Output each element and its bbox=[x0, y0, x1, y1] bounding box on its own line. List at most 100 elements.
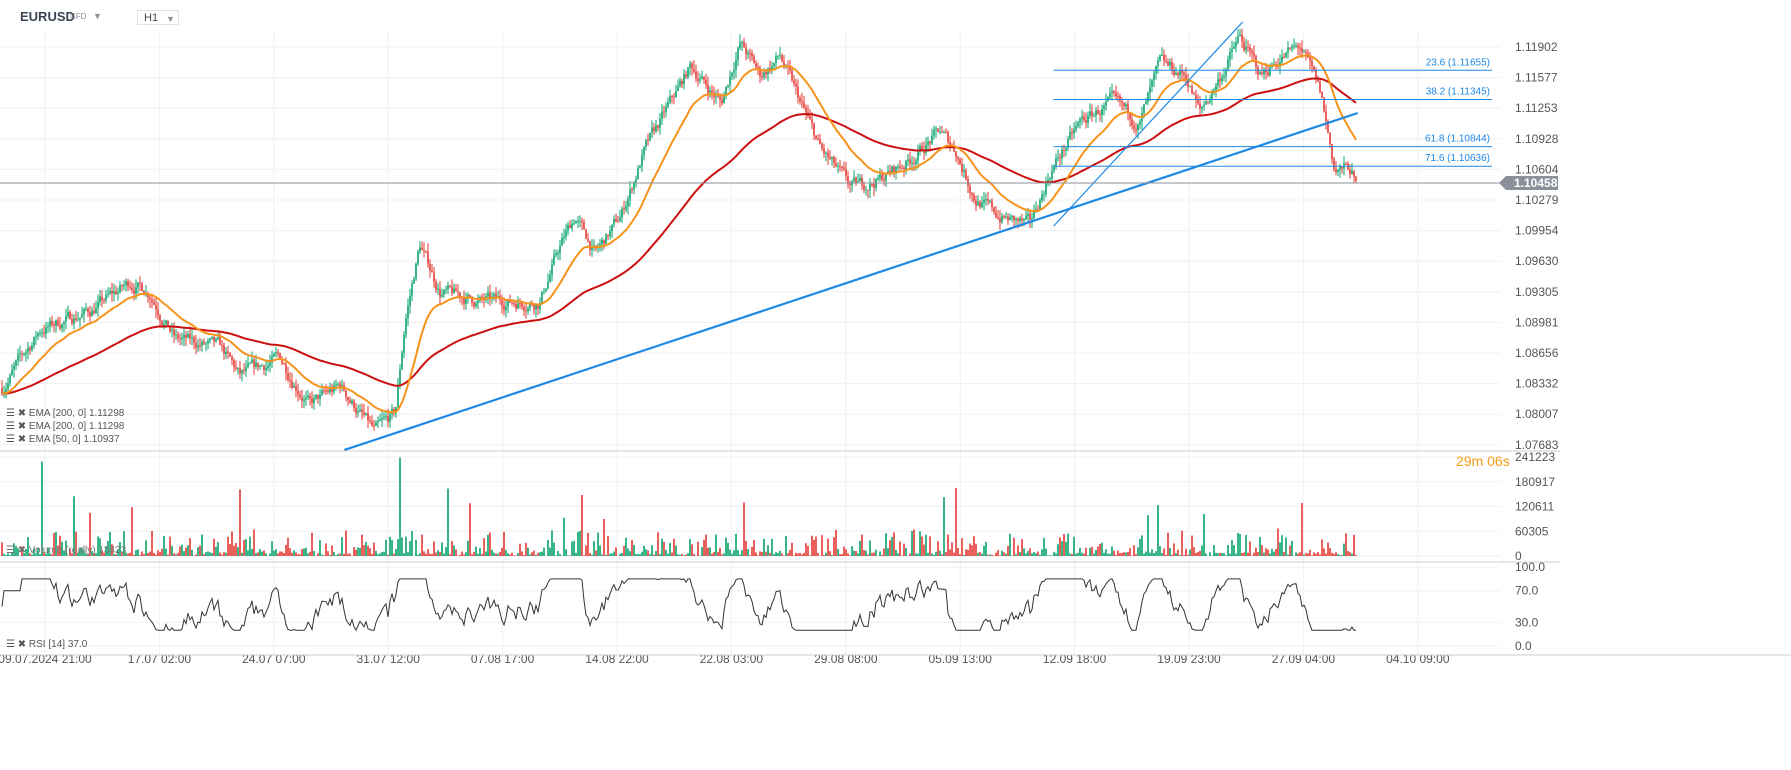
time-tick-label: 31.07 12:00 bbox=[356, 652, 420, 666]
candle-body bbox=[963, 170, 965, 172]
legend-volume[interactable]: ☰ ✖ Volume (really) 13423 bbox=[6, 545, 127, 556]
candle-body bbox=[35, 336, 37, 338]
volume-bar bbox=[703, 539, 705, 556]
volume-bar bbox=[805, 543, 807, 556]
candle-body bbox=[881, 174, 883, 180]
caret-down-icon[interactable]: ▼ bbox=[93, 11, 102, 21]
volume-bar bbox=[475, 546, 477, 556]
volume-bar bbox=[345, 530, 347, 556]
candle-body bbox=[53, 324, 55, 326]
candle-body bbox=[265, 367, 267, 370]
candle-body bbox=[603, 239, 605, 244]
time-tick-label: 24.07 07:00 bbox=[242, 652, 306, 666]
volume-bar bbox=[1195, 552, 1197, 556]
candle-body bbox=[279, 353, 281, 359]
candle-body bbox=[363, 411, 365, 415]
candle-body bbox=[565, 230, 567, 237]
candle-body bbox=[1215, 85, 1217, 91]
candle-body bbox=[131, 287, 133, 290]
timeframe-select[interactable]: H1 ▼ bbox=[137, 10, 179, 25]
candle-body bbox=[231, 356, 233, 360]
volume-bar bbox=[725, 537, 727, 556]
candle-body bbox=[1025, 215, 1027, 219]
candle-body bbox=[817, 138, 819, 140]
legend-rsi[interactable]: ☰ ✖ RSI [14] 37.0 bbox=[6, 639, 88, 650]
volume-bar bbox=[133, 554, 135, 556]
candle-body bbox=[1069, 132, 1071, 139]
volume-bar bbox=[31, 554, 33, 556]
volume-bar bbox=[671, 552, 673, 556]
candle-body bbox=[427, 251, 429, 264]
candle-body bbox=[165, 320, 167, 325]
candle-body bbox=[821, 144, 823, 149]
candle-body bbox=[5, 388, 7, 393]
candle-body bbox=[1233, 46, 1235, 49]
volume-bar bbox=[1231, 540, 1233, 556]
candle-body bbox=[1269, 67, 1271, 76]
candle-body bbox=[783, 61, 785, 67]
volume-bar bbox=[479, 547, 481, 556]
volume-bar bbox=[935, 551, 937, 556]
volume-bar bbox=[333, 551, 335, 556]
volume-bar bbox=[11, 552, 13, 556]
candle-body bbox=[1095, 110, 1097, 116]
candle-body bbox=[163, 324, 165, 326]
candle-body bbox=[221, 344, 223, 346]
volume-bar bbox=[761, 552, 763, 556]
volume-bar bbox=[779, 550, 781, 556]
volume-bar bbox=[45, 553, 47, 556]
price-tick-label: 1.09630 bbox=[1515, 254, 1559, 268]
legend-ema-50[interactable]: ☰ ✖ EMA [50, 0] 1.10937 bbox=[6, 434, 120, 445]
volume-bar bbox=[791, 542, 793, 556]
candle-body bbox=[501, 299, 503, 306]
volume-bar bbox=[255, 553, 257, 556]
candle-body bbox=[345, 390, 347, 398]
candle-body bbox=[719, 96, 721, 100]
candle-body bbox=[473, 302, 475, 307]
volume-bar bbox=[921, 536, 923, 556]
candle-body bbox=[697, 78, 699, 81]
candle-body bbox=[149, 297, 151, 300]
volume-bar bbox=[511, 552, 513, 556]
candle-body bbox=[845, 168, 847, 177]
volume-bar bbox=[1197, 552, 1199, 556]
volume-bar bbox=[1323, 548, 1325, 556]
volume-bar bbox=[933, 554, 935, 556]
candle-body bbox=[805, 107, 807, 113]
legend-ema-200-b[interactable]: ☰ ✖ EMA [200, 0] 1.11298 bbox=[6, 421, 125, 432]
candle-body bbox=[721, 99, 723, 104]
volume-bar bbox=[407, 552, 409, 556]
volume-bar bbox=[595, 550, 597, 556]
volume-bar bbox=[827, 538, 829, 556]
candle-body bbox=[875, 179, 877, 188]
candle-body bbox=[1189, 86, 1191, 88]
candle-body bbox=[905, 160, 907, 170]
candle-body bbox=[31, 345, 33, 351]
candle-body bbox=[475, 303, 477, 307]
volume-bar bbox=[743, 502, 745, 556]
candle-body bbox=[1093, 115, 1095, 117]
volume-bar bbox=[689, 539, 691, 556]
candle-body bbox=[1311, 60, 1313, 67]
volume-bar bbox=[1193, 547, 1195, 556]
symbol-name[interactable]: EURUSD bbox=[20, 9, 75, 24]
volume-bar bbox=[253, 529, 255, 556]
volume-bar bbox=[229, 544, 231, 556]
candle-body bbox=[339, 383, 341, 388]
volume-bar bbox=[455, 549, 457, 556]
candle-body bbox=[715, 96, 717, 98]
candle-body bbox=[141, 283, 143, 291]
time-tick-label: 05.09 13:00 bbox=[928, 652, 992, 666]
volume-bar bbox=[1233, 545, 1235, 556]
candle-body bbox=[755, 63, 757, 68]
candle-body bbox=[961, 164, 963, 172]
candle-body bbox=[835, 163, 837, 167]
volume-bar bbox=[995, 552, 997, 556]
time-tick-label: 12.09 18:00 bbox=[1043, 652, 1107, 666]
volume-bar bbox=[1151, 549, 1153, 556]
candle-body bbox=[395, 407, 397, 414]
candle-body bbox=[1249, 47, 1251, 51]
volume-bar bbox=[353, 547, 355, 556]
legend-ema-200-a[interactable]: ☰ ✖ EMA [200, 0] 1.11298 bbox=[6, 408, 125, 419]
